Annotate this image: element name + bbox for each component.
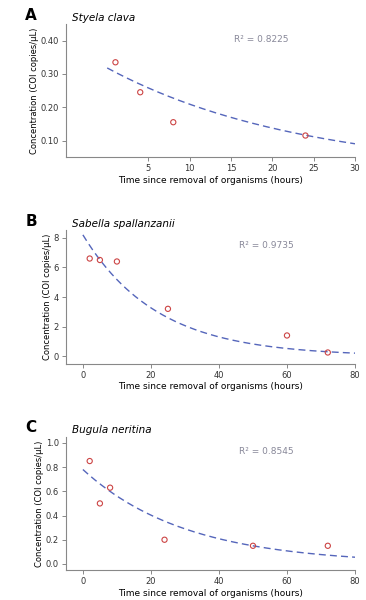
Text: R² = 0.8545: R² = 0.8545 xyxy=(239,448,294,457)
Text: Sabella spallanzanii: Sabella spallanzanii xyxy=(72,219,175,229)
X-axis label: Time since removal of organisms (hours): Time since removal of organisms (hours) xyxy=(118,176,303,185)
Point xyxy=(162,535,168,545)
Text: B: B xyxy=(25,214,37,229)
Y-axis label: Concentration (COI copies/μL): Concentration (COI copies/μL) xyxy=(43,234,52,360)
Point xyxy=(107,483,113,493)
Point xyxy=(325,541,331,551)
Text: C: C xyxy=(25,421,37,436)
Text: R² = 0.8225: R² = 0.8225 xyxy=(234,35,288,44)
X-axis label: Time since removal of organisms (hours): Time since removal of organisms (hours) xyxy=(118,382,303,391)
Text: Styela clava: Styela clava xyxy=(72,13,135,23)
Point xyxy=(114,257,120,266)
Point xyxy=(112,58,118,67)
Point xyxy=(97,255,103,265)
Point xyxy=(97,499,103,508)
Point xyxy=(137,88,143,97)
Point xyxy=(165,304,171,314)
Point xyxy=(87,456,93,466)
Point xyxy=(325,347,331,357)
Text: A: A xyxy=(25,8,37,23)
Point xyxy=(284,331,290,340)
Point xyxy=(170,118,176,127)
Point xyxy=(87,254,93,263)
Text: Bugula neritina: Bugula neritina xyxy=(72,425,151,436)
Point xyxy=(250,541,256,551)
Text: R² = 0.9735: R² = 0.9735 xyxy=(239,241,294,250)
Y-axis label: Concentration (COI copies/μL): Concentration (COI copies/μL) xyxy=(35,440,44,566)
X-axis label: Time since removal of organisms (hours): Time since removal of organisms (hours) xyxy=(118,589,303,598)
Point xyxy=(303,131,309,140)
Y-axis label: Concentration (COI copies/μL): Concentration (COI copies/μL) xyxy=(30,28,39,154)
